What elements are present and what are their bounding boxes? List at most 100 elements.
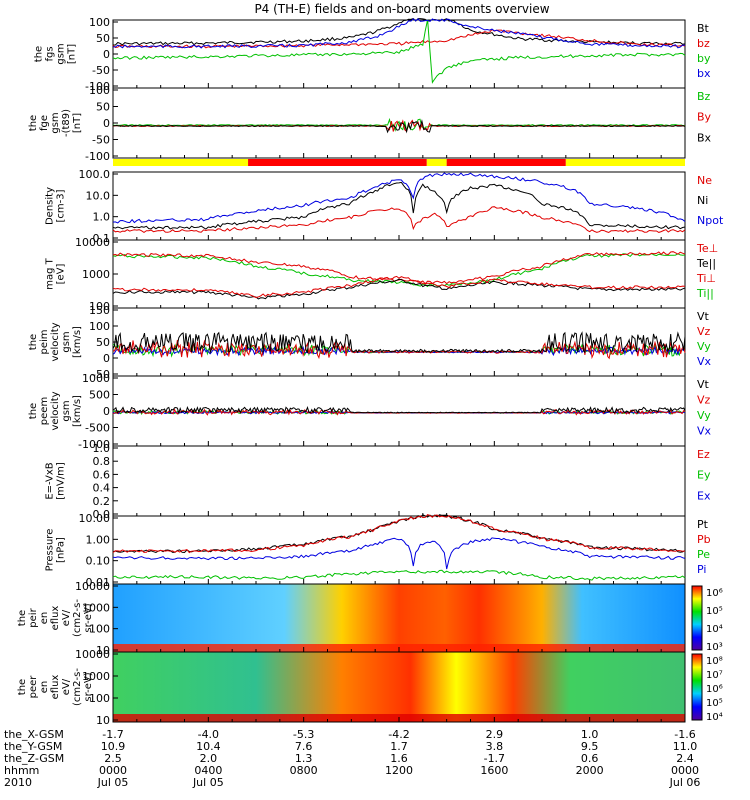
y-tick-label: -1000	[78, 438, 110, 451]
y-axis-label: [nT]	[72, 113, 83, 133]
series-line	[112, 569, 686, 581]
legend-entry: Te⊥	[696, 242, 718, 255]
y-tick-label: 1.0	[93, 211, 111, 224]
y-axis-label: velocity	[50, 322, 61, 361]
y-tick-label: -50	[92, 368, 110, 381]
panel-frame-density	[112, 171, 686, 241]
colorbar-label: 10⁶	[706, 588, 723, 599]
y-axis-label: en	[39, 612, 50, 625]
panel-frame-peim	[112, 307, 686, 377]
series-line	[112, 172, 686, 224]
x-axis-value: 2.5	[104, 752, 122, 765]
legend-entry: Ne	[697, 174, 712, 187]
x-axis-date-right: Jul 06	[669, 776, 701, 789]
legend-entry: Ez	[697, 448, 710, 461]
x-axis-value: 1.7	[390, 740, 408, 753]
y-tick-label: 100	[89, 692, 110, 705]
y-tick-label: 50	[96, 336, 110, 349]
x-axis-value: 0400	[194, 764, 222, 777]
y-axis-label: sr-eV)	[83, 672, 94, 701]
y-tick-label: -50	[92, 134, 110, 147]
legend-entry: Vx	[697, 355, 712, 368]
y-tick-label: 0.6	[93, 468, 111, 481]
y-tick-label: 0	[103, 405, 110, 418]
panel-efield: 1.00.80.60.40.20.0 E=-VxB [mV/m] Ez Ey Ex	[45, 442, 711, 521]
y-tick-label: 50	[96, 32, 110, 45]
colorbar-label: 10³	[706, 642, 723, 653]
y-tick-label: 100	[89, 84, 110, 97]
x-axis-value: -1.6	[674, 728, 695, 741]
legend-entry: Ex	[697, 489, 711, 502]
y-tick-label: 100.0	[79, 168, 111, 181]
series-line	[112, 405, 686, 415]
x-axis-value: 2.0	[200, 752, 218, 765]
y-tick-label: 0.0	[93, 508, 111, 521]
y-tick-label: 100	[89, 300, 110, 313]
state-bar-segment	[113, 159, 249, 166]
y-axis-label: sr-eV)	[83, 603, 94, 632]
legend-entry: bx	[697, 67, 711, 80]
y-axis-label: peim	[39, 329, 50, 354]
x-axis-value: 1200	[385, 764, 413, 777]
y-tick-label: 10000	[75, 580, 110, 593]
y-axis-label: eflux	[50, 675, 61, 700]
panel-frame-fgs	[112, 19, 686, 89]
x-axis-date-mid: Jul 05	[192, 776, 224, 789]
legend-entry: Bt	[697, 22, 710, 35]
series-line	[112, 339, 686, 360]
y-axis-label: peir	[28, 607, 39, 627]
series-line	[112, 278, 686, 300]
y-tick-label: 10	[96, 714, 110, 727]
y-tick-label: 500	[89, 389, 110, 402]
series-line	[112, 513, 686, 554]
x-axis-value: 10.4	[196, 740, 221, 753]
y-axis-label: fge	[39, 115, 50, 131]
colorbar-peir	[691, 585, 703, 651]
y-axis-label: gsm	[61, 400, 72, 421]
x-axis-value: 11.0	[673, 740, 698, 753]
y-axis-label: fgs	[45, 46, 56, 61]
x-axis-value: 0000	[671, 764, 699, 777]
x-axis-value: 0.6	[581, 752, 599, 765]
colorbar-label: 10⁴	[706, 624, 723, 635]
spectrogram-peir	[113, 584, 685, 652]
y-axis-label: -(t89)	[61, 109, 72, 137]
legend-entry: Ni	[697, 194, 708, 207]
y-tick-label: 10.0	[86, 189, 111, 202]
y-tick-label: 1.0	[93, 442, 111, 455]
y-tick-label: 0	[103, 352, 110, 365]
series-line	[112, 18, 686, 49]
legend-entry: Npot	[697, 214, 724, 227]
y-axis-label: [cm-3]	[56, 189, 67, 222]
y-axis-label: en	[39, 681, 50, 694]
x-axis-value: 2.4	[676, 752, 694, 765]
y-axis-label: gsm	[61, 331, 72, 352]
series-group-fgs	[112, 18, 686, 84]
colorbar-label: 10⁵	[706, 606, 723, 617]
y-axis-label: gsm	[50, 112, 61, 133]
panel-peir: 10⁶ 10⁵ 10⁴ 10³ 10000 1000 100 10 the peir en eflux…	[17, 580, 723, 657]
y-tick-label: 10000	[75, 648, 110, 661]
y-tick-label: -100	[85, 80, 110, 93]
x-axis-value: 7.6	[295, 740, 313, 753]
legend-entry: Ey	[697, 469, 711, 482]
legend-entry: Pb	[697, 533, 711, 546]
y-axis-label: peer	[28, 675, 39, 699]
y-tick-label: 100	[89, 320, 110, 333]
y-tick-label: 0.10	[86, 555, 111, 568]
y-tick-label: 0.4	[93, 482, 111, 495]
x-axis-value: 0800	[290, 764, 318, 777]
state-bar-segment	[565, 159, 685, 166]
y-axis-label: eV/	[61, 678, 72, 695]
series-line	[112, 275, 686, 299]
y-axis-label: the	[28, 334, 39, 350]
y-tick-label: -50	[92, 64, 110, 77]
y-tick-label: 1000	[82, 268, 110, 281]
series-line	[112, 537, 686, 570]
panel-density: 100.0 10.0 1.0 0.1 Density [cm-3] Ne Ni Npot	[45, 168, 724, 245]
x-axis-value: 1.3	[295, 752, 313, 765]
state-bar-segment	[248, 159, 427, 166]
y-tick-label: 10	[96, 644, 110, 657]
panel-frame-temp	[112, 239, 686, 309]
colorbar-label: 10⁴	[706, 712, 723, 723]
